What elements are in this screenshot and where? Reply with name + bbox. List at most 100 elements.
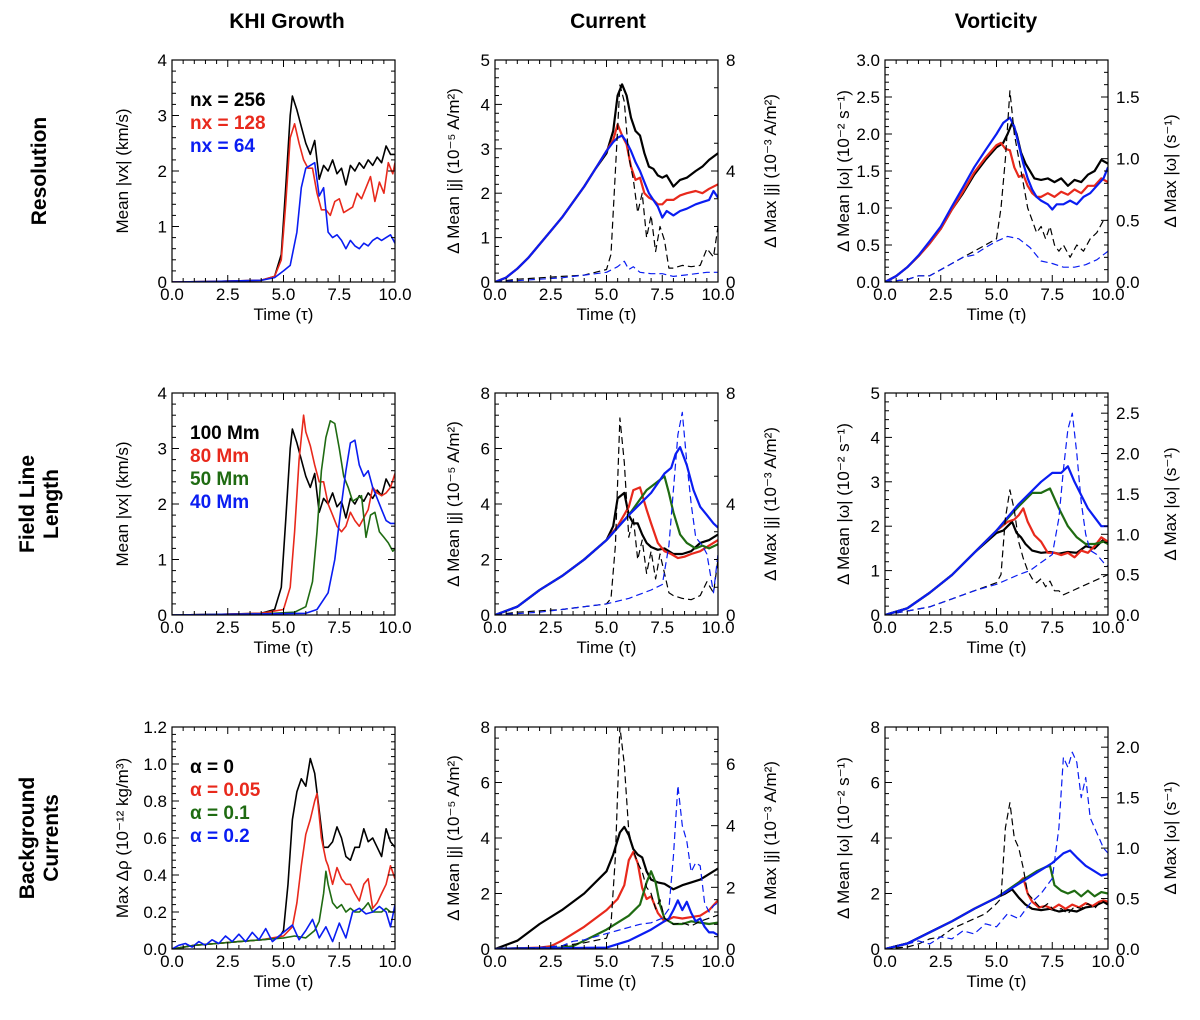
x-tick-label: 0.0 xyxy=(873,285,897,304)
y-axis-label: Δ Mean |j| (10⁻⁵ A/m²) xyxy=(444,421,463,587)
series-line--0-2 xyxy=(172,904,395,949)
chart-panel-bg-current: 0.0 2.5 5.0 7.5 10.0 Time (τ) 0 2 4 6 8 Δ Mean |j| … xyxy=(444,718,780,991)
x-tick-label: 2.5 xyxy=(539,285,563,304)
y-tick-label: 0 xyxy=(871,940,880,959)
x-tick-label: 7.5 xyxy=(327,285,351,304)
series-group xyxy=(495,727,718,949)
y-tick-label: 0 xyxy=(481,606,490,625)
y-tick-label: 1 xyxy=(481,229,490,248)
x-axis-label: Time (τ) xyxy=(254,305,314,324)
y-axis-label: Δ Mean |ω| (10⁻² s⁻¹) xyxy=(834,757,853,919)
y2-tick-label: 0.5 xyxy=(1116,211,1140,230)
series-line-nx-128-mean xyxy=(885,141,1108,282)
y-axis-label: Δ Mean |j| (10⁻⁵ A/m²) xyxy=(444,755,463,921)
x-tick-label: 0.0 xyxy=(483,952,507,971)
x-tick-label: 2.5 xyxy=(929,618,953,637)
x-tick-label: 5.0 xyxy=(595,618,619,637)
series-line-nx-256 xyxy=(172,95,395,282)
series-line-40-mm-max xyxy=(495,411,718,615)
column-title-khi-growth: KHI Growth xyxy=(229,10,345,33)
x-axis-label: Time (τ) xyxy=(967,638,1027,657)
y-tick-label: 0 xyxy=(158,273,167,292)
plot-frame xyxy=(884,726,1109,950)
x-tick-label: 5.0 xyxy=(272,285,296,304)
x-axis-label: Time (τ) xyxy=(967,972,1027,991)
y-tick-label: 0 xyxy=(481,940,490,959)
y2-tick-label: 1.5 xyxy=(1116,789,1140,808)
y-tick-label: 1 xyxy=(871,562,880,581)
x-tick-label: 10.0 xyxy=(378,952,411,971)
x-tick-label: 2.5 xyxy=(216,285,240,304)
x-tick-label: 7.5 xyxy=(1040,618,1064,637)
x-tick-label: 0.0 xyxy=(483,285,507,304)
series-line-nx-64-mean xyxy=(885,116,1108,282)
series-group xyxy=(495,83,718,282)
series-group xyxy=(885,751,1108,949)
x-tick-label: 7.5 xyxy=(650,285,674,304)
x-tick-label: 10.0 xyxy=(1091,952,1124,971)
x-tick-label: 2.5 xyxy=(216,952,240,971)
legend-entry: nx = 128 xyxy=(190,113,266,134)
y-tick-label: 2 xyxy=(871,517,880,536)
y-tick-label: 0.6 xyxy=(143,829,167,848)
x-tick-label: 2.5 xyxy=(539,618,563,637)
y-tick-label: 1.5 xyxy=(856,162,880,181)
series-line-100-mm-max xyxy=(495,417,718,615)
y2-axis-label: Δ Max |j| (10⁻³ A/m²) xyxy=(761,761,780,915)
series-group xyxy=(885,412,1108,615)
series-line-nx-64-max xyxy=(885,235,1108,282)
y-tick-label: 2 xyxy=(158,495,167,514)
series-line--0-05-mean xyxy=(495,850,718,949)
y2-tick-label: 1.5 xyxy=(1116,485,1140,504)
x-tick-label: 7.5 xyxy=(650,952,674,971)
chart-panel-bg-khi: 0.0 2.5 5.0 7.5 10.0 Time (τ) 0.0 0.2 0.4 0.6 0.8 1… xyxy=(113,718,412,991)
y-tick-label: 0.8 xyxy=(143,792,167,811)
x-tick-label: 0.0 xyxy=(483,618,507,637)
x-tick-label: 0.0 xyxy=(160,285,184,304)
chart-panel-res-khi: 0.0 2.5 5.0 7.5 10.0 Time (τ) 0 1 2 3 4 Mean |vx| (… xyxy=(113,51,412,324)
series-line--0-2-mean xyxy=(495,899,718,949)
series-line--0-05 xyxy=(172,792,395,949)
series-line-nx-64-mean xyxy=(495,134,718,282)
y2-tick-label: 0.0 xyxy=(1116,940,1140,959)
row-title-line: Field Line xyxy=(16,455,39,553)
row-title-line: Length xyxy=(40,469,63,539)
y2-axis-label: Δ Max |j| (10⁻³ A/m²) xyxy=(761,427,780,581)
legend-entry: nx = 256 xyxy=(190,90,266,111)
series-line-40-mm-mean xyxy=(495,446,718,615)
y-tick-label: 6 xyxy=(481,774,490,793)
series-line--0-2-max xyxy=(495,784,718,949)
series-line-nx-256-max xyxy=(885,90,1108,282)
series-line--0-max xyxy=(885,802,1108,949)
x-tick-label: 5.0 xyxy=(985,618,1009,637)
y-axis-label: Mean |vx| (km/s) xyxy=(113,108,132,233)
legend: α = 0α = 0.05α = 0.1α = 0.2 xyxy=(190,757,261,847)
series-group xyxy=(885,90,1108,282)
y-axis-label: Mean |vx| (km/s) xyxy=(113,441,132,566)
x-tick-label: 5.0 xyxy=(985,285,1009,304)
y-tick-label: 0 xyxy=(158,606,167,625)
chart-panel-res-vorticity: 0.0 2.5 5.0 7.5 10.0 Time (τ) 0.0 0.5 1.0 1.5 2.0 2… xyxy=(834,51,1180,324)
y-tick-label: 4 xyxy=(481,95,490,114)
x-tick-label: 2.5 xyxy=(929,952,953,971)
x-tick-label: 10.0 xyxy=(378,285,411,304)
x-tick-label: 10.0 xyxy=(1091,618,1124,637)
y-tick-label: 0.5 xyxy=(856,236,880,255)
x-tick-label: 0.0 xyxy=(873,952,897,971)
y2-tick-label: 1.0 xyxy=(1116,839,1140,858)
chart-panel-fll-khi: 0.0 2.5 5.0 7.5 10.0 Time (τ) 0 1 2 3 4 Mean |vx| (… xyxy=(113,384,412,657)
series-line-50-mm-mean xyxy=(495,475,718,615)
y-tick-label: 4 xyxy=(871,829,880,848)
y-tick-label: 8 xyxy=(481,718,490,737)
y2-tick-label: 4 xyxy=(726,817,735,836)
y-axis-label: Max Δρ (10⁻¹² kg/m³) xyxy=(113,758,132,918)
y2-tick-label: 0 xyxy=(726,273,735,292)
series-group xyxy=(172,414,395,615)
x-tick-label: 5.0 xyxy=(985,952,1009,971)
series-line-40-mm-mean xyxy=(885,465,1108,615)
row-title: Resolution xyxy=(28,117,51,226)
x-tick-label: 10.0 xyxy=(701,618,734,637)
y-tick-label: 2.5 xyxy=(856,88,880,107)
